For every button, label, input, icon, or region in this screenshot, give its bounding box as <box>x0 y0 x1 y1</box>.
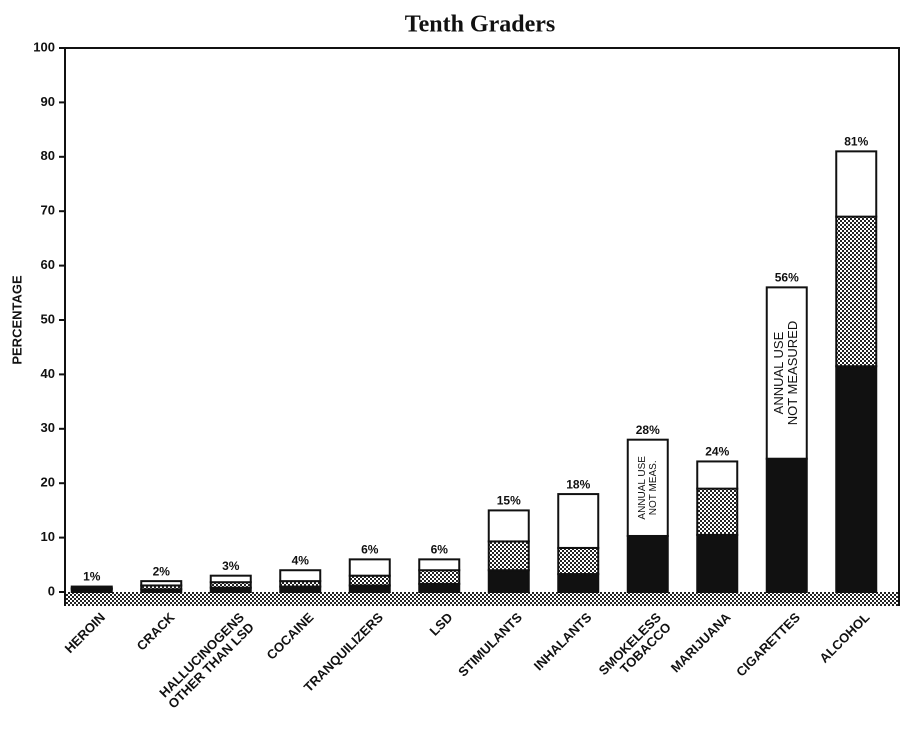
total-label: 3% <box>222 559 240 573</box>
bar-segment <box>835 215 878 368</box>
x-tick-label-line: CRACK <box>134 610 178 654</box>
y-tick-label: 90 <box>41 94 55 109</box>
bar-segment <box>418 569 461 585</box>
x-tick-label-line: MARIJUANA <box>668 610 734 676</box>
bar-segment <box>765 457 808 593</box>
y-tick-label: 30 <box>41 420 55 435</box>
annotation: NOT MEASURED <box>785 321 800 426</box>
bar-segment <box>279 569 322 583</box>
annotation: NOT MEAS. <box>648 460 659 515</box>
x-tick-label: INHALANTS <box>531 610 595 674</box>
bar-segment <box>557 573 600 593</box>
annotation: ANNUAL USE <box>771 331 786 414</box>
x-tick-label-line: OTHER THAN LSD <box>163 620 257 714</box>
x-tick-label: MARIJUANA <box>668 610 734 676</box>
total-label: 56% <box>775 271 799 285</box>
x-tick-label-line: CIGARETTES <box>733 610 803 680</box>
total-label: 24% <box>705 445 729 459</box>
total-label: 28% <box>636 423 660 437</box>
bar-segment <box>487 540 530 572</box>
bar-segment <box>835 150 878 218</box>
chart-title: Tenth Graders <box>405 12 555 38</box>
x-tick-label: COCAINE <box>264 610 317 663</box>
x-tick-label: CRACK <box>134 610 178 654</box>
y-axis-label: PERCENTAGE <box>9 275 24 365</box>
bar-segment <box>418 582 461 594</box>
x-tick-label-line: INHALANTS <box>531 610 595 674</box>
bar-segment <box>348 558 391 577</box>
y-tick-label: 100 <box>33 39 55 54</box>
total-label: 6% <box>361 543 379 557</box>
x-tick-label: CIGARETTES <box>733 610 803 680</box>
y-tick-label: 60 <box>41 257 55 272</box>
x-tick-label-line: COCAINE <box>264 610 317 663</box>
bar-segment <box>418 558 461 572</box>
x-tick-label: STIMULANTS <box>455 610 525 680</box>
bar-segment <box>348 574 391 587</box>
bar-segment <box>557 546 600 576</box>
annotation: ANNUAL USE <box>637 456 648 520</box>
bar-segment <box>765 286 808 460</box>
bar-segment <box>835 365 878 593</box>
total-label: 1% <box>83 570 101 584</box>
bar-segment <box>209 574 252 584</box>
bar-segment <box>70 585 113 590</box>
bar-segment <box>557 493 600 549</box>
x-tick-label-line: STIMULANTS <box>455 610 525 680</box>
y-tick-label: 10 <box>41 529 55 544</box>
bar-segment <box>696 460 739 490</box>
total-label: 15% <box>497 494 521 508</box>
x-tick-label: LSD <box>427 610 456 639</box>
bar-segment <box>626 534 669 594</box>
x-tick-label: ALCOHOL <box>817 610 873 666</box>
ground-band <box>65 592 900 606</box>
x-tick-label: HEROIN <box>62 610 108 656</box>
x-tick-label-line: LSD <box>427 610 456 639</box>
y-tick-label: 70 <box>41 203 55 218</box>
y-tick-label: 0 <box>48 583 55 598</box>
bar-segment <box>487 569 530 593</box>
bar-segment <box>140 580 183 587</box>
y-tick-label: 80 <box>41 148 55 163</box>
y-tick-label: 40 <box>41 366 55 381</box>
total-label: 81% <box>844 135 868 149</box>
x-tick-label-line: HEROIN <box>62 610 108 656</box>
total-label: 4% <box>292 553 310 567</box>
total-label: 6% <box>431 543 449 557</box>
bar-segment <box>696 487 739 536</box>
y-tick-label: 50 <box>41 311 55 326</box>
total-label: 2% <box>153 564 171 578</box>
x-tick-label: SMOKELESS TOBACCO <box>596 610 674 688</box>
bar-segment <box>696 533 739 594</box>
bar-segment <box>487 509 530 543</box>
total-label: 18% <box>566 477 590 491</box>
y-tick-label: 20 <box>41 475 55 490</box>
x-tick-label-line: ALCOHOL <box>817 610 873 666</box>
bar-segment <box>626 438 669 537</box>
